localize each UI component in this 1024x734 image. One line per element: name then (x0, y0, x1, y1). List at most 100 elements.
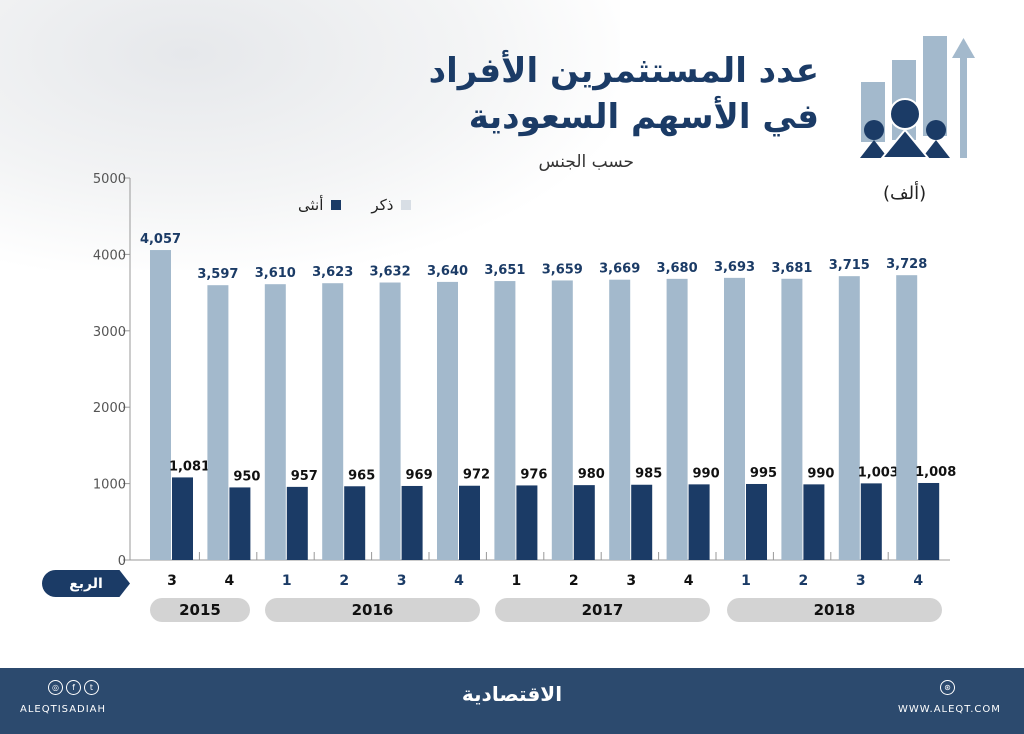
bar-male (666, 278, 688, 560)
x-tick-label-quarter: 4 (913, 573, 923, 589)
bar-chart: 0 1000 2000 3000 4000 5000 4,057 1,081 3 3,597 950… (93, 172, 956, 589)
x-tick-label-quarter: 4 (454, 573, 464, 589)
bar-male (781, 278, 803, 560)
bar-male (724, 277, 745, 560)
bar-female (860, 483, 882, 560)
x-tick-label-quarter: 4 (225, 573, 235, 589)
x-tick-label-quarter: 4 (684, 573, 694, 589)
unit-label: (ألف) (883, 183, 927, 204)
legend-label-female: أنثى (298, 196, 324, 214)
year-pill-2015: 2015 (150, 598, 250, 622)
bar-female (573, 485, 595, 560)
bar-male (264, 284, 286, 560)
data-label-female: 1,008 (915, 465, 956, 480)
investors-growth-icon (860, 36, 975, 159)
x-tick-label-quarter: 3 (626, 573, 636, 589)
data-label-male: 3,651 (484, 263, 525, 278)
year-pill-2018: 2018 (727, 598, 942, 622)
bar-male (437, 281, 458, 560)
x-tick-label-quarter: 2 (799, 573, 809, 589)
bar-female (344, 486, 366, 560)
data-label-female: 1,003 (858, 465, 899, 480)
data-label-female: 980 (578, 467, 605, 482)
data-label-female: 950 (233, 469, 260, 484)
data-label-female: 1,081 (169, 459, 210, 474)
bar-male (609, 279, 631, 560)
data-label-female: 957 (291, 469, 318, 484)
data-label-male: 3,715 (829, 258, 870, 273)
data-label-male: 3,728 (886, 257, 927, 272)
data-label-male: 3,669 (599, 262, 640, 277)
facebook-icon[interactable]: f (66, 680, 81, 695)
footer: ◎ f t ALEQTISADIAH الاقتصادية ⊛ WWW.ALEQ… (0, 668, 1024, 734)
data-label-female: 990 (693, 466, 720, 481)
bar-female (401, 485, 423, 560)
quarter-label: الربع (42, 570, 130, 597)
x-tick-label-quarter: 3 (397, 573, 407, 589)
bar-male (379, 282, 401, 560)
brand-logo: الاقتصادية (461, 682, 563, 706)
bar-female (286, 486, 308, 560)
data-label-male: 4,057 (140, 232, 181, 247)
bar-female (516, 485, 538, 560)
data-label-female: 972 (463, 468, 490, 483)
x-tick-label-quarter: 2 (569, 573, 579, 589)
y-tick-label: 3000 (93, 325, 126, 340)
data-label-male: 3,623 (312, 265, 353, 280)
title-line-2: في الأسهم السعودية (468, 97, 819, 137)
title-line-1: عدد المستثمرين الأفراد (428, 51, 819, 91)
bar-male (207, 285, 229, 560)
subtitle: حسب الجنس (538, 152, 634, 172)
chart-legend: ذكر أنثى (298, 196, 412, 214)
bar-female (631, 484, 653, 560)
data-label-male: 3,597 (197, 267, 238, 282)
website-link[interactable]: WWW.ALEQT.COM (898, 704, 1001, 715)
y-tick-label: 1000 (93, 478, 126, 493)
data-label-female: 995 (750, 466, 777, 481)
data-label-female: 990 (807, 466, 834, 481)
data-label-male: 3,640 (427, 264, 468, 279)
x-tick-label-quarter: 1 (512, 573, 522, 589)
bar-female (172, 477, 193, 560)
x-tick-label-quarter: 1 (741, 573, 751, 589)
bar-female (803, 484, 825, 560)
data-label-male: 3,632 (370, 265, 411, 280)
bar-male (150, 250, 171, 560)
legend-label-male: ذكر (371, 196, 394, 214)
twitter-icon[interactable]: t (84, 680, 99, 695)
y-tick-label: 2000 (93, 401, 126, 416)
social-handle[interactable]: ALEQTISADIAH (20, 704, 107, 715)
y-tick-label: 0 (118, 554, 126, 569)
data-label-female: 969 (406, 468, 433, 483)
bar-female (459, 485, 480, 560)
data-label-male: 3,610 (255, 266, 296, 281)
background-map-decoration (0, 0, 620, 270)
bar-male (322, 283, 344, 560)
legend-swatch-female (331, 200, 342, 210)
bar-male (494, 281, 516, 560)
bar-female (688, 484, 710, 560)
data-label-male: 3,680 (657, 261, 698, 276)
y-tick-label: 5000 (93, 172, 126, 187)
legend-swatch-male (401, 200, 412, 210)
data-label-female: 976 (520, 467, 547, 482)
year-pill-2016: 2016 (265, 598, 480, 622)
data-label-female: 965 (348, 468, 375, 483)
data-label-female: 985 (635, 467, 662, 482)
x-tick-label-quarter: 1 (282, 573, 292, 589)
web-icon: ⊛ (940, 680, 955, 695)
bar-male (896, 275, 918, 560)
x-tick-label-quarter: 3 (167, 573, 177, 589)
bar-female (229, 487, 251, 560)
bar-female (746, 483, 767, 560)
bar-male (838, 276, 860, 560)
y-tick-label: 4000 (93, 248, 126, 263)
data-label-male: 3,659 (542, 262, 583, 277)
x-tick-label-quarter: 3 (856, 573, 866, 589)
data-label-male: 3,681 (771, 261, 812, 276)
bar-male (551, 280, 573, 560)
instagram-icon[interactable]: ◎ (48, 680, 63, 695)
year-pill-2017: 2017 (495, 598, 710, 622)
bar-female (918, 482, 940, 560)
x-tick-label-quarter: 2 (339, 573, 349, 589)
